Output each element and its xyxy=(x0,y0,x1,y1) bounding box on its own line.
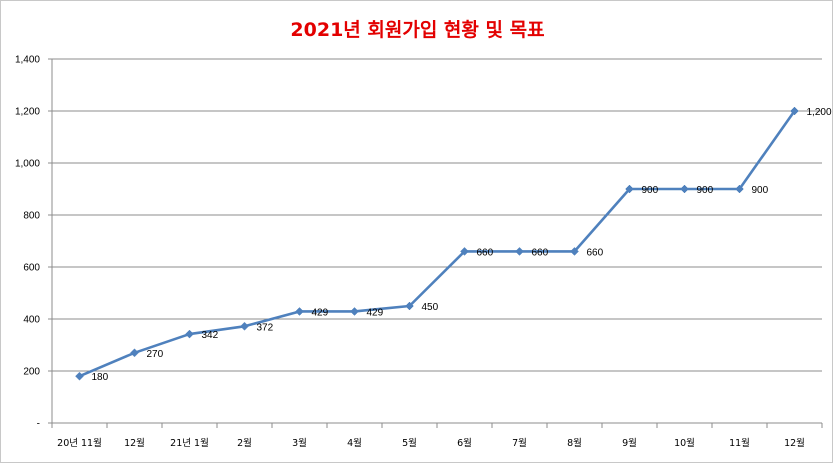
data-label: 372 xyxy=(257,322,274,333)
data-point xyxy=(735,184,744,194)
y-tick-label: 1,200 xyxy=(15,107,40,118)
x-tick-label: 9월 xyxy=(622,437,637,449)
data-point xyxy=(570,247,579,256)
data-label: 660 xyxy=(532,247,549,258)
x-axis-ticks: 20년 11월 12월 21년 1월 2월 3월 4월 5월 6월 7월 8월 9월 10월 11월 12… xyxy=(57,437,805,449)
data-label: 342 xyxy=(202,330,219,341)
data-label: 900 xyxy=(752,185,769,196)
y-tick-label: 400 xyxy=(23,315,40,326)
data-label: 900 xyxy=(697,185,714,196)
x-tick-label: 6월 xyxy=(457,437,472,449)
data-label: 660 xyxy=(477,247,494,258)
x-tick-label: 5월 xyxy=(402,437,417,449)
data-label: 180 xyxy=(92,372,109,383)
data-label: 429 xyxy=(312,307,329,318)
x-tick-label: 2월 xyxy=(237,437,252,449)
data-point xyxy=(350,307,359,316)
x-tick-label: 7월 xyxy=(512,437,527,449)
x-tick-label: 4월 xyxy=(347,437,362,449)
data-labels: 180 270 342 372 429 429 450 660 660 660 900 900 900 1… xyxy=(92,107,832,383)
x-tick-label: 11월 xyxy=(729,437,750,449)
data-point xyxy=(790,106,799,116)
grid-lines xyxy=(52,58,822,372)
data-point xyxy=(295,307,304,316)
data-label: 429 xyxy=(367,307,384,318)
chart-title: 2021년 회원가입 현황 및 목표 xyxy=(290,19,545,41)
data-point xyxy=(680,184,689,194)
x-tick-label: 12월 xyxy=(124,437,145,449)
axes xyxy=(48,58,823,428)
y-tick-label: 600 xyxy=(23,263,40,274)
y-tick-label: 800 xyxy=(23,211,40,222)
y-tick-label: 200 xyxy=(23,367,40,378)
data-point xyxy=(625,184,634,194)
data-label: 900 xyxy=(642,185,659,196)
data-label: 450 xyxy=(422,302,439,313)
data-point xyxy=(75,371,84,381)
x-tick-label: 10월 xyxy=(674,437,695,449)
data-label: 270 xyxy=(147,349,164,360)
data-point xyxy=(405,301,414,311)
x-tick-label: 12월 xyxy=(784,437,805,449)
data-markers xyxy=(75,106,799,381)
x-tick-label: 20년 11월 xyxy=(57,437,102,449)
y-tick-label: 1,000 xyxy=(15,159,40,170)
x-tick-label: 21년 1월 xyxy=(170,437,209,449)
y-tick-label: 1,400 xyxy=(15,55,40,66)
data-point xyxy=(460,247,469,256)
data-label: 660 xyxy=(587,247,604,258)
data-point xyxy=(515,247,524,256)
data-point xyxy=(240,321,249,331)
x-tick-label: 3월 xyxy=(292,437,307,449)
y-tick-label: - xyxy=(37,419,40,430)
data-label: 1,200 xyxy=(807,107,832,118)
x-tick-label: 8월 xyxy=(567,437,582,449)
data-point xyxy=(130,348,139,358)
series-line xyxy=(78,110,796,378)
y-axis-ticks: - 200 400 600 800 1,000 1,200 1,400 xyxy=(15,55,40,430)
data-point xyxy=(185,329,194,339)
